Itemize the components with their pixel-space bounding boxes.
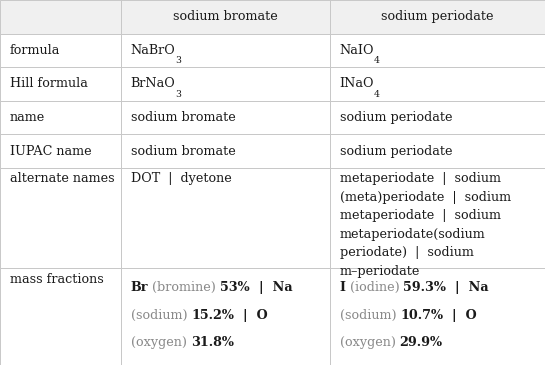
Text: Hill formula: Hill formula <box>10 77 88 91</box>
Bar <box>0 0 121 34</box>
Text: formula: formula <box>10 44 60 57</box>
Bar <box>121 168 330 268</box>
Bar <box>330 134 545 168</box>
Text: |  O: | O <box>443 308 477 322</box>
Bar <box>121 134 330 168</box>
Bar <box>0 0 121 34</box>
Text: (sodium): (sodium) <box>340 308 400 322</box>
Text: (sodium): (sodium) <box>131 308 191 322</box>
Bar <box>121 168 330 268</box>
Bar <box>330 67 545 101</box>
Bar <box>121 34 330 67</box>
Text: 53%: 53% <box>220 281 250 294</box>
Bar <box>330 101 545 134</box>
Bar <box>121 101 330 134</box>
Text: sodium periodate: sodium periodate <box>340 145 452 158</box>
Bar <box>121 67 330 101</box>
Text: (iodine): (iodine) <box>346 281 403 294</box>
Bar <box>0 168 121 268</box>
Bar <box>330 34 545 67</box>
Text: Br: Br <box>131 281 148 294</box>
Text: (oxygen): (oxygen) <box>340 336 399 349</box>
Text: sodium bromate: sodium bromate <box>173 10 278 23</box>
Text: sodium periodate: sodium periodate <box>381 10 494 23</box>
Bar <box>330 67 545 101</box>
Bar <box>0 67 121 101</box>
Bar <box>330 34 545 67</box>
Bar <box>0 67 121 101</box>
Text: sodium periodate: sodium periodate <box>340 111 452 124</box>
Text: 3: 3 <box>175 56 181 65</box>
Bar <box>0 34 121 67</box>
Bar <box>330 101 545 134</box>
Bar <box>0 101 121 134</box>
Text: 31.8%: 31.8% <box>191 336 234 349</box>
Bar <box>121 67 330 101</box>
Bar <box>121 268 330 365</box>
Text: (bromine): (bromine) <box>148 281 220 294</box>
Bar <box>330 268 545 365</box>
Text: 10.7%: 10.7% <box>400 308 443 322</box>
Bar <box>0 168 121 268</box>
Text: 4: 4 <box>374 90 380 99</box>
Text: 4: 4 <box>374 56 380 65</box>
Bar <box>330 168 545 268</box>
Text: 29.9%: 29.9% <box>399 336 443 349</box>
Bar <box>0 134 121 168</box>
Text: INaO: INaO <box>340 77 374 91</box>
Bar <box>121 0 330 34</box>
Bar <box>330 168 545 268</box>
Text: sodium bromate: sodium bromate <box>131 145 235 158</box>
Text: IUPAC name: IUPAC name <box>10 145 92 158</box>
Bar <box>0 268 121 365</box>
Text: 59.3%: 59.3% <box>403 281 446 294</box>
Bar <box>0 134 121 168</box>
Text: I: I <box>340 281 346 294</box>
Text: metaperiodate  |  sodium
(meta)periodate  |  sodium
metaperiodate  |  sodium
met: metaperiodate | sodium (meta)periodate |… <box>340 172 511 278</box>
Bar <box>0 101 121 134</box>
Bar <box>121 34 330 67</box>
Bar <box>0 34 121 67</box>
Bar <box>330 0 545 34</box>
Bar <box>330 134 545 168</box>
Bar <box>330 268 545 365</box>
Bar <box>330 0 545 34</box>
Text: alternate names: alternate names <box>10 172 114 185</box>
Text: NaIO: NaIO <box>340 44 374 57</box>
Text: sodium bromate: sodium bromate <box>131 111 235 124</box>
Bar <box>121 134 330 168</box>
Text: |  Na: | Na <box>446 281 489 294</box>
Text: NaBrO: NaBrO <box>131 44 175 57</box>
Text: BrNaO: BrNaO <box>131 77 175 91</box>
Text: (oxygen): (oxygen) <box>131 336 191 349</box>
Bar <box>121 268 330 365</box>
Bar <box>121 101 330 134</box>
Bar <box>0 268 121 365</box>
Text: DOT  |  dyetone: DOT | dyetone <box>131 172 232 185</box>
Text: |  O: | O <box>234 308 268 322</box>
Text: name: name <box>10 111 45 124</box>
Text: |  Na: | Na <box>250 281 293 294</box>
Bar <box>121 0 330 34</box>
Text: 3: 3 <box>175 90 181 99</box>
Text: mass fractions: mass fractions <box>10 273 104 286</box>
Text: 15.2%: 15.2% <box>191 308 234 322</box>
